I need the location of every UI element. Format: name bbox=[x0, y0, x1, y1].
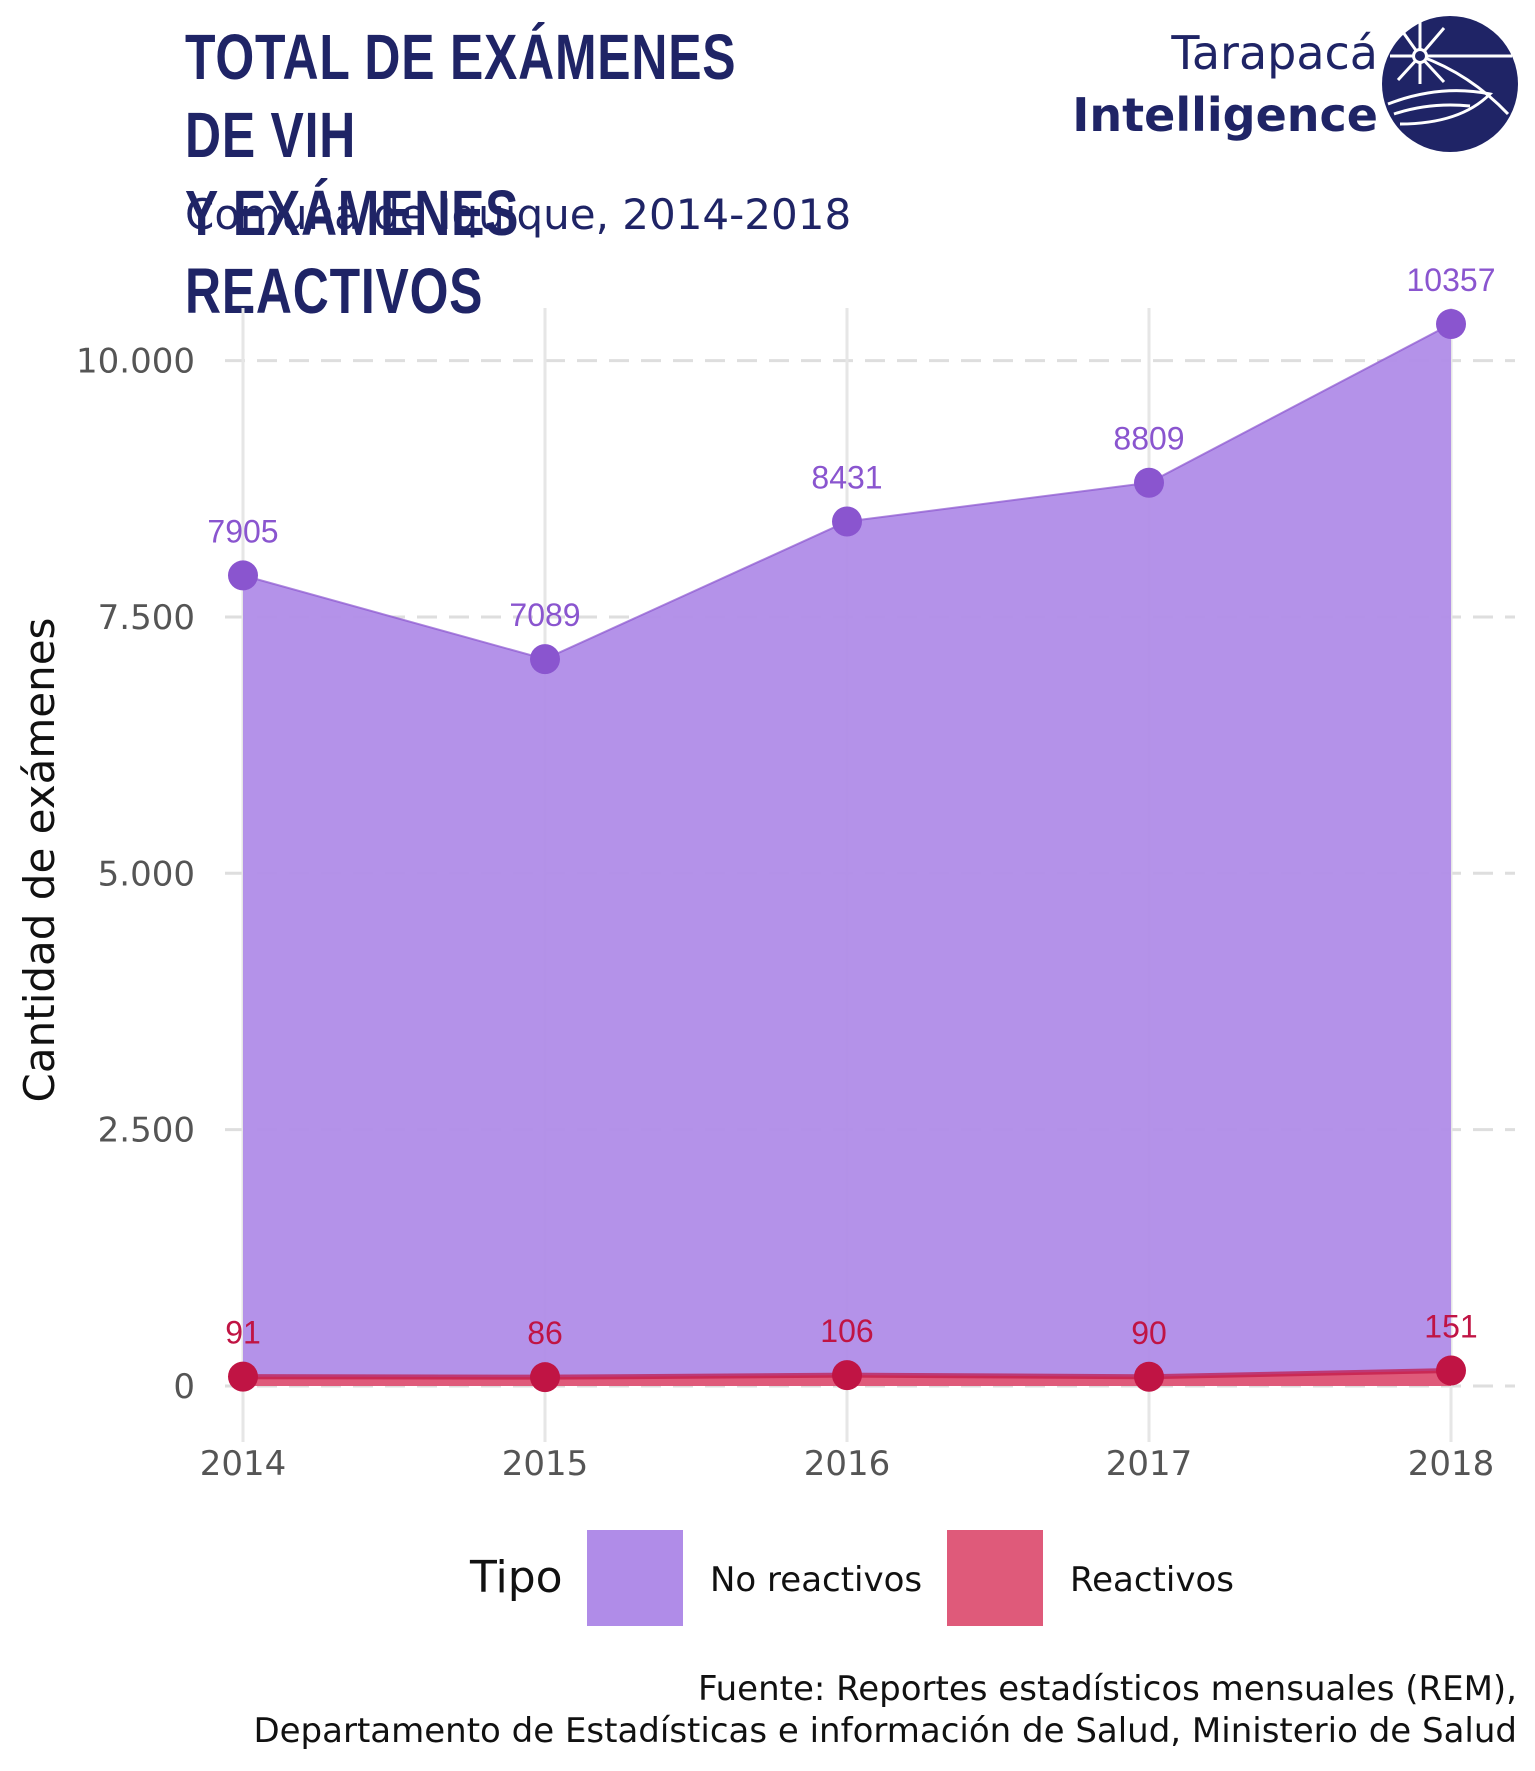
y-tick-label: 10.000 bbox=[76, 342, 195, 382]
title-line-1: TOTAL DE EXÁMENES DE VIH bbox=[185, 21, 737, 171]
data-label: 10357 bbox=[1407, 262, 1496, 298]
source-line-1: Fuente: Reportes estadísticos mensuales … bbox=[697, 1669, 1517, 1709]
source-note: Fuente: Reportes estadísticos mensuales … bbox=[253, 1668, 1517, 1752]
title-line-2: Y EXÁMENES REACTIVOS bbox=[185, 177, 520, 327]
source-line-2: Departamento de Estadísticas e informaci… bbox=[253, 1711, 1517, 1751]
data-point bbox=[1436, 308, 1466, 339]
x-tick-label: 2017 bbox=[1106, 1444, 1193, 1484]
data-point bbox=[832, 506, 862, 537]
y-tick-label: 0 bbox=[173, 1367, 195, 1407]
chart-title: TOTAL DE EXÁMENES DE VIH Y EXÁMENES REAC… bbox=[185, 18, 747, 330]
data-label: 151 bbox=[1424, 1309, 1477, 1345]
y-tick-label: 5.000 bbox=[98, 854, 195, 894]
data-point bbox=[228, 1361, 258, 1392]
x-tick-label: 2016 bbox=[804, 1444, 891, 1484]
legend-swatch-reactivos bbox=[947, 1530, 1043, 1626]
chart-subtitle: Comuna de Iquique, 2014-2018 bbox=[185, 190, 852, 239]
data-point bbox=[530, 1362, 560, 1393]
legend-label-reactivos: Reactivos bbox=[1070, 1560, 1234, 1600]
data-label: 8809 bbox=[1113, 421, 1184, 457]
y-tick-label: 2.500 bbox=[98, 1111, 195, 1151]
legend-label-no-reactivos: No reactivos bbox=[710, 1560, 923, 1600]
x-tick-label: 2015 bbox=[502, 1444, 589, 1484]
data-label: 90 bbox=[1131, 1315, 1167, 1351]
legend-swatch-no-reactivos bbox=[587, 1530, 683, 1626]
data-label: 8431 bbox=[811, 459, 882, 495]
data-point bbox=[1436, 1355, 1466, 1386]
y-axis-label: Cantidad de exámenes bbox=[15, 618, 64, 1103]
data-point bbox=[1134, 467, 1164, 498]
x-tick-label: 2018 bbox=[1408, 1444, 1495, 1484]
x-tick-label: 2014 bbox=[200, 1444, 287, 1484]
legend: Tipo No reactivos Reactivos bbox=[0, 1530, 1535, 1630]
area-chart: 0 2.500 5.000 7.500 10.000 2014 2015 2016 2017 20… bbox=[15, 262, 1515, 1484]
legend-title: Tipo bbox=[470, 1552, 563, 1603]
data-point bbox=[530, 644, 560, 675]
data-label: 91 bbox=[225, 1315, 261, 1351]
data-point bbox=[832, 1360, 862, 1391]
globe-logo-icon bbox=[1382, 16, 1518, 152]
logo-text-line-2: Intelligence bbox=[1072, 88, 1378, 142]
data-point bbox=[1134, 1361, 1164, 1392]
logo-text-line-1: Tarapacá bbox=[1171, 26, 1378, 80]
data-label: 7905 bbox=[207, 513, 278, 549]
data-label: 7089 bbox=[509, 597, 580, 633]
data-point bbox=[228, 560, 258, 591]
data-label: 106 bbox=[820, 1313, 873, 1349]
y-tick-label: 7.500 bbox=[98, 598, 195, 638]
data-label: 86 bbox=[527, 1315, 563, 1351]
area-no-reactivos bbox=[243, 323, 1451, 1387]
tarapaca-logo: Tarapacá Intelligence bbox=[1040, 14, 1530, 164]
